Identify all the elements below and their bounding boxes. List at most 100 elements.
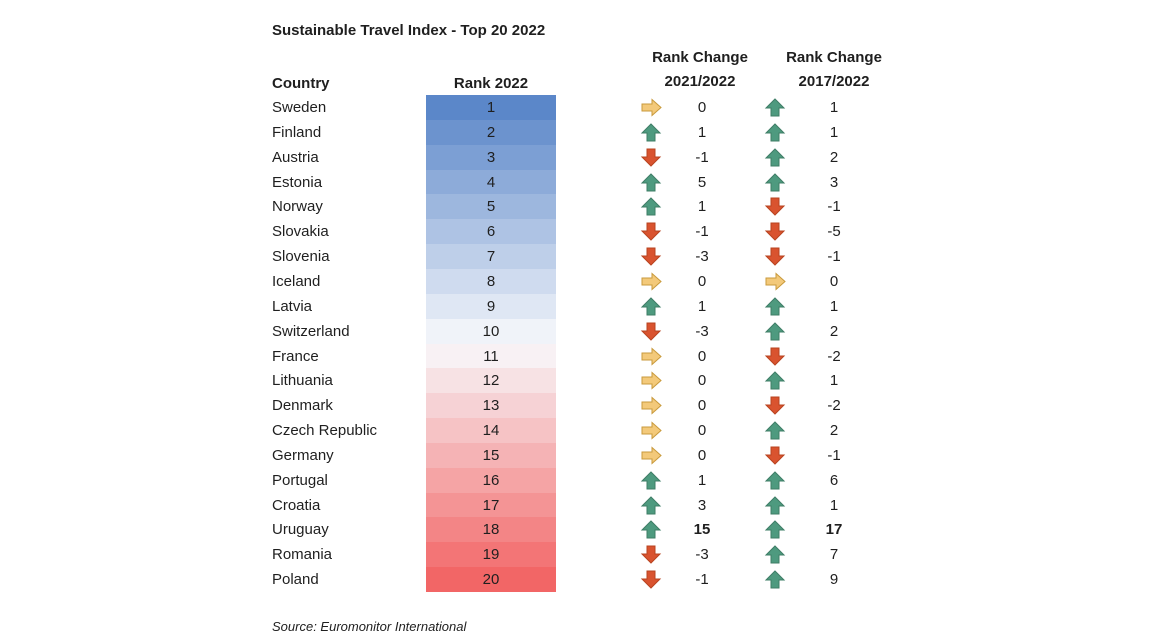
- table-row: Norway 5 1 -1: [0, 194, 1152, 220]
- rank-cell: 12: [426, 368, 556, 394]
- change-2017-2022-indicator: [764, 247, 786, 266]
- change-2021-2022-value: -1: [695, 223, 709, 241]
- arrow-up-icon: [764, 545, 786, 564]
- country-name: Switzerland: [272, 322, 350, 340]
- change-2017-2022-indicator: [764, 272, 786, 291]
- country-name: Denmark: [272, 397, 333, 415]
- table-row: Germany 15 0 -1: [0, 442, 1152, 468]
- change-2017-2022-indicator: [764, 347, 786, 366]
- change-2021-2022-indicator: [640, 123, 662, 142]
- arrow-up-icon: [764, 421, 786, 440]
- header-period-label: 2021/2022: [664, 73, 736, 90]
- change-2017-2022-indicator: [764, 396, 786, 415]
- change-2021-2022-indicator: [640, 272, 662, 291]
- change-2021-2022-value: 15: [693, 521, 711, 539]
- change-2017-2022-indicator: [764, 297, 786, 316]
- table-row: Iceland 8 0 0: [0, 268, 1152, 294]
- change-2021-2022-indicator: [640, 247, 662, 266]
- change-2017-2022-value: 1: [829, 372, 839, 390]
- country-name: Croatia: [272, 496, 321, 514]
- change-2021-2022-value: 0: [697, 446, 707, 464]
- rank-cell: 6: [426, 219, 556, 245]
- change-2017-2022-value: -1: [827, 446, 841, 464]
- change-2021-2022-value: 1: [697, 198, 707, 216]
- change-2017-2022-value: 3: [829, 173, 839, 191]
- table-row: Finland 2 1 1: [0, 119, 1152, 145]
- header-rank-change-2017-2022: Rank Change 2017/2022: [764, 46, 904, 94]
- change-2021-2022-indicator: [640, 222, 662, 241]
- table-row: Denmark 13 0 -2: [0, 393, 1152, 419]
- arrow-up-icon: [764, 371, 786, 390]
- change-2021-2022-value: 0: [697, 422, 707, 440]
- change-2017-2022-indicator: [764, 495, 786, 515]
- change-2017-2022-indicator: [764, 421, 786, 440]
- change-2017-2022-value: 1: [829, 496, 839, 514]
- table-row: Romania 19 -3 7: [0, 542, 1152, 568]
- header-rank-change-label: Rank Change: [786, 49, 882, 66]
- rank-cell: 20: [426, 567, 556, 593]
- country-name: Austria: [272, 148, 319, 166]
- table-row: Slovakia 6 -1 -5: [0, 219, 1152, 245]
- arrow-up-icon: [764, 520, 786, 539]
- country-name: Norway: [272, 198, 323, 216]
- arrow-down-icon: [764, 222, 786, 241]
- arrow-up-icon: [640, 197, 662, 216]
- arrow-down-icon: [640, 247, 662, 266]
- change-2017-2022-indicator: [764, 222, 786, 241]
- change-2021-2022-value: -3: [695, 248, 709, 266]
- arrow-up-icon: [764, 297, 786, 316]
- arrow-up-icon: [640, 172, 662, 192]
- table-row: Switzerland 10 -3 2: [0, 318, 1152, 344]
- rank-cell: 4: [426, 169, 556, 195]
- rank-cell: 8: [426, 268, 556, 294]
- rank-cell: 10: [426, 318, 556, 344]
- arrow-up-icon: [764, 495, 786, 515]
- rank-cell: 1: [426, 95, 556, 120]
- rank-cell: 7: [426, 244, 556, 270]
- arrow-right-icon: [641, 98, 662, 117]
- country-name: France: [272, 347, 319, 365]
- change-2017-2022-indicator: [764, 371, 786, 390]
- table-row: Portugal 16 1 6: [0, 467, 1152, 493]
- change-2017-2022-indicator: [764, 98, 786, 117]
- rank-cell: 11: [426, 343, 556, 369]
- country-name: Germany: [272, 446, 334, 464]
- arrow-down-icon: [640, 148, 662, 167]
- table-title: Sustainable Travel Index - Top 20 2022: [272, 22, 546, 39]
- change-2017-2022-value: 7: [829, 546, 839, 564]
- change-2017-2022-value: -1: [827, 198, 841, 216]
- table-row: Uruguay 18 15 17: [0, 517, 1152, 543]
- arrow-right-icon: [641, 446, 662, 465]
- arrow-down-icon: [640, 322, 662, 341]
- change-2021-2022-value: 0: [697, 397, 707, 415]
- rank-cell: 15: [426, 442, 556, 468]
- change-2021-2022-value: -3: [695, 322, 709, 340]
- arrow-right-icon: [641, 346, 662, 366]
- change-2021-2022-value: 0: [697, 272, 707, 290]
- change-2021-2022-value: 0: [697, 372, 707, 390]
- table-row: Austria 3 -1 2: [0, 144, 1152, 170]
- change-2021-2022-value: 5: [697, 173, 707, 191]
- change-2021-2022-value: -1: [695, 571, 709, 589]
- rank-cell: 19: [426, 542, 556, 568]
- header-period-label: 2017/2022: [798, 73, 870, 90]
- table-row: Croatia 17 3 1: [0, 492, 1152, 518]
- arrow-up-icon: [764, 172, 786, 192]
- change-2021-2022-indicator: [640, 570, 662, 589]
- table-row: Lithuania 12 0 1: [0, 368, 1152, 394]
- change-2021-2022-indicator: [640, 346, 662, 366]
- change-2021-2022-value: 0: [697, 99, 707, 116]
- change-2017-2022-indicator: [764, 471, 786, 490]
- country-name: Czech Republic: [272, 422, 378, 440]
- country-name: Slovenia: [272, 248, 330, 266]
- change-2021-2022-value: 1: [697, 123, 707, 141]
- arrow-down-icon: [764, 197, 786, 217]
- change-2017-2022-indicator: [764, 172, 786, 192]
- arrow-down-icon: [764, 347, 786, 366]
- header-rank-change-2021-2022: Rank Change 2021/2022: [630, 46, 770, 94]
- change-2021-2022-indicator: [640, 495, 662, 515]
- change-2017-2022-value: 6: [829, 471, 839, 489]
- arrow-up-icon: [764, 321, 786, 341]
- country-name: Uruguay: [272, 521, 329, 539]
